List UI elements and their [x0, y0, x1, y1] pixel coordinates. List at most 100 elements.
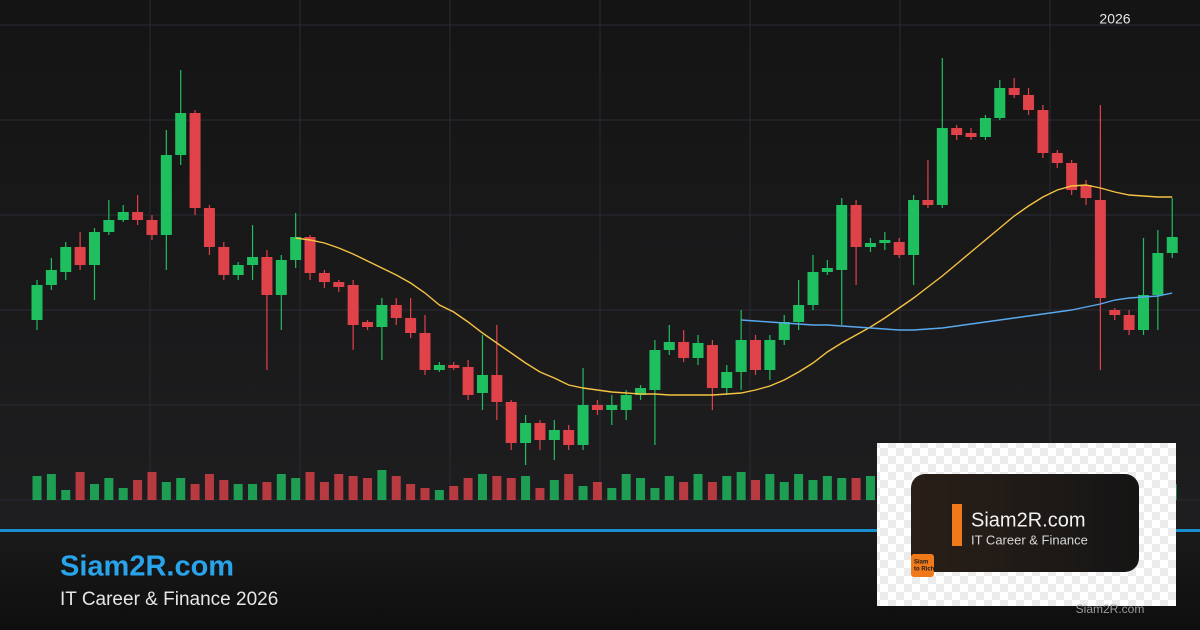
volume-bar [463, 478, 473, 500]
candle-body [864, 243, 876, 247]
volume-bar [592, 482, 602, 500]
candle-body [218, 247, 230, 275]
volume-bar [808, 480, 818, 500]
volume-bar [104, 478, 114, 500]
candle-body [448, 365, 460, 368]
volume-bar [664, 476, 674, 500]
candle-body [692, 343, 704, 358]
volume-bar [492, 476, 502, 500]
volume-bar [779, 482, 789, 500]
volume-bar [607, 488, 617, 500]
grid [0, 0, 1200, 501]
candle-body [1109, 310, 1121, 315]
volume-bar [219, 480, 229, 500]
logo-title: Siam2R.com [971, 509, 1085, 531]
candle-body [60, 247, 72, 272]
candle-body [175, 113, 187, 155]
candle-body [476, 375, 488, 393]
candle-body [649, 350, 661, 390]
candle-body [1152, 253, 1164, 295]
candle-body [419, 333, 431, 370]
candle-body [706, 345, 718, 388]
candle-body [462, 367, 474, 395]
candle-body [505, 402, 517, 443]
period-label: 2026 [1099, 11, 1130, 27]
volume-bar [305, 472, 315, 500]
volume-bar [176, 478, 186, 500]
candle-body [362, 322, 374, 327]
candle-body [203, 208, 215, 247]
volume-bar [650, 488, 660, 500]
candle-body [390, 305, 402, 318]
candle-body [318, 273, 330, 282]
candle-body [591, 405, 603, 410]
volume-bar [248, 484, 258, 500]
candle-body [146, 220, 158, 235]
volume-bar [319, 482, 329, 500]
volume-bar [449, 486, 459, 500]
badge-line: to Rich [914, 567, 935, 573]
volume-bar [32, 476, 42, 500]
candle-body [376, 305, 388, 327]
candle-body [132, 212, 144, 220]
candle-body [1094, 200, 1106, 298]
candle-body [31, 285, 43, 320]
volume-bar [61, 490, 71, 500]
candle-body [534, 423, 546, 440]
volume-bar [276, 474, 286, 500]
candle-body [232, 265, 244, 275]
candle-body [290, 237, 302, 260]
volume-bar [161, 482, 171, 500]
volume-bar [851, 478, 861, 500]
candle-body [635, 388, 647, 395]
candle-body [563, 430, 575, 445]
logo-accent [952, 504, 962, 546]
candle-body [807, 272, 819, 305]
volume-bar [549, 480, 559, 500]
candle-body [663, 342, 675, 350]
candle-body [620, 395, 632, 410]
volume-bar [291, 478, 301, 500]
candle-body [922, 200, 934, 205]
candle-body [678, 342, 690, 358]
candle-body [45, 270, 57, 285]
volume-bar [837, 478, 847, 500]
candle-body [103, 220, 115, 232]
volume-bar [621, 474, 631, 500]
moving-average-line [741, 292, 1173, 331]
volume-bar [722, 476, 732, 500]
candle-body [1137, 295, 1149, 330]
volume-bar [794, 474, 804, 500]
candle-body [347, 285, 359, 325]
candle-body [979, 118, 991, 137]
candle-body [548, 430, 560, 440]
candle-body [577, 405, 589, 445]
candle-body [1166, 237, 1178, 253]
volume-bar [363, 478, 373, 500]
candle-body [1080, 185, 1092, 198]
candle-body [117, 212, 129, 220]
candle-body [491, 375, 503, 402]
watermark: Siam2R.com [1076, 602, 1145, 616]
candle-body [606, 405, 618, 410]
footer-subtitle: IT Career & Finance 2026 [60, 589, 278, 610]
candle-body [778, 322, 790, 340]
volume-bar [204, 474, 214, 500]
candle-body [850, 205, 862, 247]
volume-bar [693, 474, 703, 500]
volume-bar [190, 484, 200, 500]
volume-bar [133, 480, 143, 500]
volume-bar [348, 476, 358, 500]
candle-body [951, 128, 963, 135]
candle-body [879, 240, 891, 243]
candle-body [261, 257, 273, 295]
volume-bar [406, 484, 416, 500]
candle-body [275, 260, 287, 295]
volume-bar [822, 476, 832, 500]
volume-bar [736, 472, 746, 500]
candle-body [1123, 315, 1135, 330]
volume-bar [564, 474, 574, 500]
volume-bar [751, 480, 760, 500]
volume-bar [118, 488, 128, 500]
